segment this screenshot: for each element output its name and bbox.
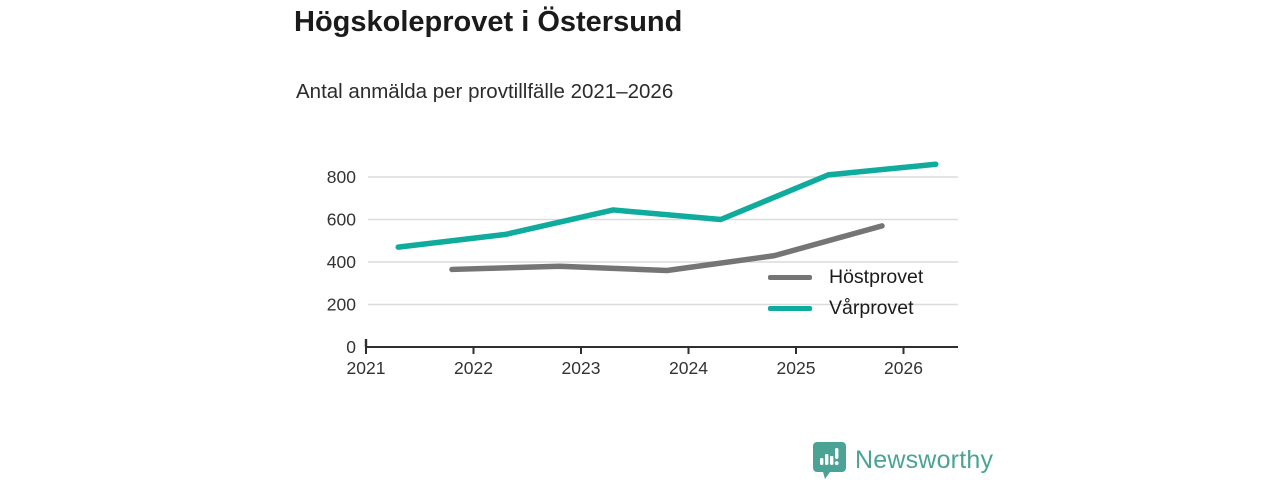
y-tick-label: 0 [346,337,356,357]
legend-item-hostprovet: Höstprovet [768,266,923,288]
series-line-vårprovet [395,161,939,250]
series-line-höstprovet [449,223,885,274]
series-lines [395,161,939,274]
chart-subtitle: Antal anmälda per provtillfälle 2021–202… [296,80,674,103]
legend-label: Vårprovet [829,296,914,319]
y-axis-tick-labels: 0 200 400 600 800 [327,167,356,357]
hostprovet-line-swatch [768,274,812,280]
x-axis-tick-labels: 2021 2022 2023 2024 2025 2026 [347,358,923,378]
x-tick-label: 2022 [454,358,493,378]
legend-label: Höstprovet [829,265,924,288]
x-tick-label: 2025 [777,358,816,378]
varprovet-line-swatch [768,305,812,311]
x-axis [364,339,958,354]
x-tick-label: 2026 [884,358,923,378]
brand-name: Newsworthy [855,445,994,474]
legend-item-varprovet: Vårprovet [768,297,923,319]
gridlines [368,176,958,306]
x-tick-label: 2024 [669,358,708,378]
x-tick-label: 2023 [562,358,601,378]
x-tick-label: 2021 [347,358,386,378]
chart-legend: Höstprovet Vårprovet [768,266,923,319]
newsworthy-logo: Newsworthy [813,441,993,479]
y-tick-label: 600 [327,210,356,230]
page-title: Högskoleprovet i Östersund [294,6,683,38]
y-tick-label: 800 [327,167,356,187]
bar-chart-speech-bubble-icon [813,442,846,479]
y-tick-label: 400 [327,252,356,272]
y-tick-label: 200 [327,295,356,315]
